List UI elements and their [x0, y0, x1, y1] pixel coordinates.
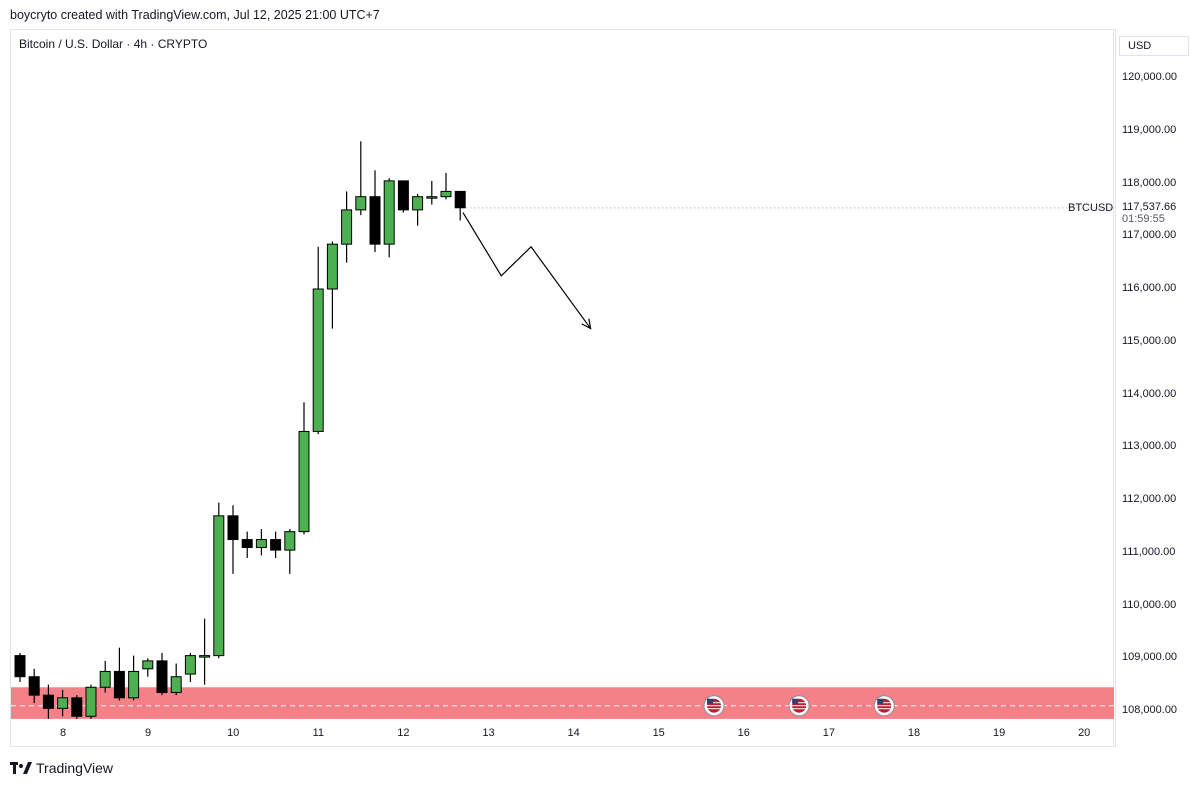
- chart-attribution: boycryto created with TradingView.com, J…: [10, 8, 380, 22]
- price-tick-label: 116,000.00: [1122, 282, 1177, 294]
- candle-body: [369, 196, 381, 245]
- price-tick-label: 120,000.00: [1122, 71, 1178, 83]
- price-tick-label: 108,000.00: [1122, 704, 1178, 716]
- candle-body: [28, 676, 40, 696]
- price-tick-label: 119,000.00: [1122, 123, 1177, 136]
- candle-body: [440, 190, 452, 198]
- price-tick-label: 113,000.00: [1122, 440, 1177, 453]
- candle-body: [57, 697, 69, 709]
- event-flag-canton: [792, 698, 799, 704]
- candle-body: [426, 196, 438, 199]
- chart-frame[interactable]: [10, 29, 1114, 747]
- date-tick-label: 19: [992, 727, 1006, 739]
- date-tick-label: 16: [737, 727, 750, 739]
- price-tick-label: 110,000.00: [1122, 598, 1177, 611]
- candles-layer: [14, 141, 1114, 719]
- candle-body: [71, 697, 83, 717]
- bar-countdown: 01:59:55: [1122, 213, 1165, 225]
- symbol-title[interactable]: Bitcoin / U.S. Dollar · 4h · CRYPTO: [19, 37, 208, 51]
- date-tick-label: 13: [482, 727, 495, 739]
- us-flag-icon: [788, 695, 810, 717]
- currency-button[interactable]: USD: [1119, 36, 1189, 56]
- candle-body: [412, 196, 424, 211]
- projection-layer: [462, 212, 592, 330]
- event-flag-canton: [877, 698, 884, 704]
- price-tick-label: 117,000.00: [1122, 229, 1177, 242]
- candle-body: [326, 243, 338, 290]
- date-tick-label: 17: [822, 727, 836, 739]
- date-tick-label: 14: [567, 727, 580, 739]
- date-tick-label: 11: [312, 727, 324, 739]
- support-zone-layer: [11, 687, 1114, 719]
- projection-path: [462, 212, 592, 329]
- candle-body: [298, 430, 310, 533]
- date-tick-label: 8: [59, 727, 67, 739]
- date-tick-label: 15: [652, 727, 665, 739]
- tradingview-logo-icon: [10, 762, 32, 774]
- date-tick-label: 10: [227, 727, 240, 739]
- price-tick-label: 115,000.00: [1122, 334, 1177, 347]
- candle-body: [128, 670, 140, 699]
- price-tick-label: 114,000.00: [1122, 387, 1177, 400]
- date-tick-label: 18: [907, 727, 921, 739]
- candle-body: [341, 209, 353, 245]
- us-flag-icon: [703, 695, 725, 717]
- us-flag-icon: [873, 695, 895, 717]
- events-layer: [703, 695, 895, 717]
- price-tick-label: 112,000.00: [1122, 493, 1177, 505]
- price-tick-label: 111,000.00: [1122, 545, 1176, 558]
- candle-body: [383, 180, 395, 245]
- price-tick-label: 109,000.00: [1122, 651, 1178, 664]
- date-tick-label: 20: [1078, 727, 1091, 739]
- price-tick-label: 118,000.00: [1122, 176, 1177, 189]
- candle-body: [42, 694, 54, 709]
- candle-body: [99, 670, 111, 688]
- candle-body: [241, 539, 253, 548]
- price-axis[interactable]: [1115, 29, 1200, 747]
- candle-body: [255, 539, 267, 548]
- candle-body: [85, 686, 97, 717]
- candle-body: [355, 196, 367, 211]
- candle-body: [14, 655, 26, 678]
- event-flag-canton: [707, 698, 714, 704]
- brand-name: TradingView: [36, 760, 114, 776]
- projection-arrowhead: [581, 318, 592, 330]
- candle-body: [454, 190, 466, 209]
- candle-body: [170, 676, 182, 694]
- support-zone: [11, 687, 1114, 719]
- candle-body: [227, 515, 239, 541]
- tradingview-logo[interactable]: TradingView: [10, 760, 113, 776]
- candle-body: [397, 180, 409, 211]
- candle-body: [270, 539, 282, 551]
- last-price-label: 117,537.66: [1122, 201, 1177, 213]
- candle-body: [213, 515, 225, 657]
- date-tick-label: 9: [145, 727, 152, 739]
- ticker-label: BTCUSD: [1068, 202, 1114, 214]
- candle-body: [156, 660, 168, 694]
- candle-body: [184, 655, 196, 675]
- candle-body: [312, 288, 324, 432]
- date-tick-label: 12: [397, 727, 410, 739]
- candle-body: [284, 531, 296, 551]
- candle-body: [199, 655, 211, 658]
- candle-body: [113, 670, 125, 699]
- candle-body: [142, 660, 154, 670]
